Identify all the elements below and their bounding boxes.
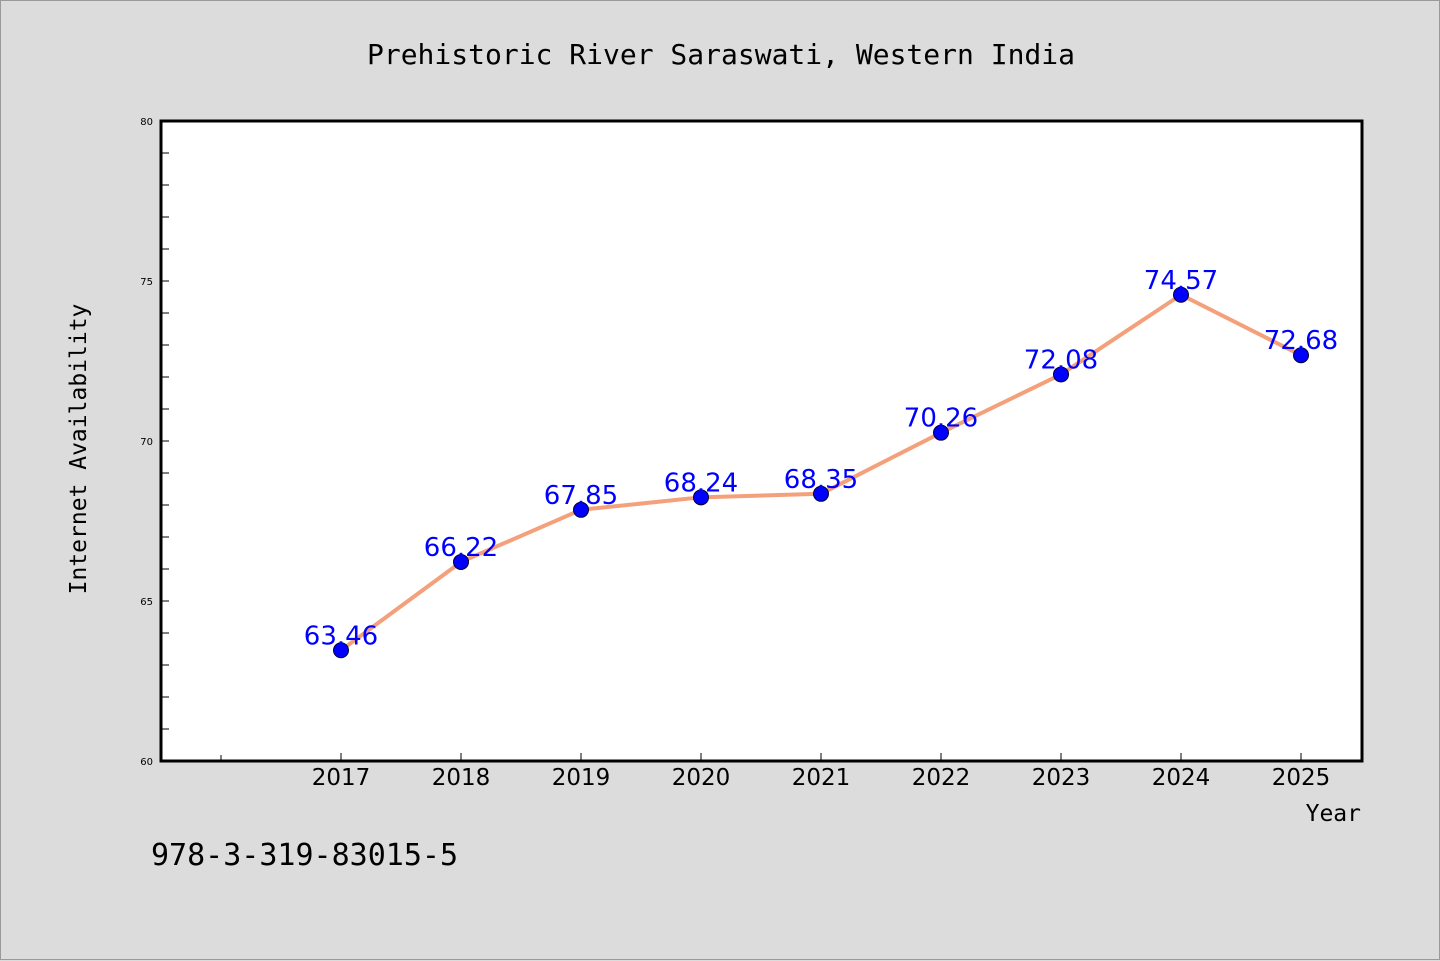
data-point-marker bbox=[1293, 347, 1309, 364]
y-axis-ticks: 60 65 70 75 80 bbox=[140, 117, 169, 768]
data-point-marker bbox=[333, 642, 349, 659]
data-point-label: 74.57 bbox=[1144, 266, 1218, 296]
data-point-label: 68.24 bbox=[664, 468, 738, 498]
data-point-label: 72.68 bbox=[1264, 326, 1338, 356]
x-tick-label: 2023 bbox=[1032, 765, 1091, 791]
plot-area bbox=[159, 119, 1364, 763]
data-point-marker bbox=[1053, 366, 1069, 383]
x-tick-label: 2021 bbox=[792, 765, 851, 791]
data-point-marker bbox=[933, 424, 949, 441]
data-point-marker bbox=[813, 485, 829, 502]
series-markers bbox=[333, 286, 1309, 659]
chart-title: Prehistoric River Saraswati, Western Ind… bbox=[367, 38, 1075, 71]
y-minor-ticks bbox=[161, 152, 169, 730]
y-tick-label: 65 bbox=[140, 597, 153, 608]
y-tick-label: 80 bbox=[140, 117, 153, 128]
x-tick-label: 2020 bbox=[672, 765, 731, 791]
data-point-label: 63.46 bbox=[304, 621, 378, 651]
data-point-label: 67.85 bbox=[544, 481, 618, 511]
data-point-marker bbox=[1173, 286, 1189, 303]
data-point-label: 72.08 bbox=[1024, 345, 1098, 375]
data-point-label: 70.26 bbox=[904, 404, 978, 434]
isbn-text: 978-3-319-83015-5 bbox=[151, 838, 458, 873]
x-tick-label: 2022 bbox=[912, 765, 971, 791]
data-point-marker bbox=[573, 501, 589, 518]
data-point-label: 66.22 bbox=[424, 533, 498, 563]
x-tick-label: 2025 bbox=[1272, 765, 1331, 791]
x-axis-ticks: 2017 2018 2019 2020 2021 2022 2023 2024 2025 bbox=[220, 753, 1331, 791]
y-tick-label: 75 bbox=[140, 277, 153, 288]
data-point-marker bbox=[693, 489, 709, 506]
data-labels: 63.46 66.22 67.85 68.24 68.35 70.26 72.08 74.57… bbox=[304, 266, 1338, 652]
y-tick-label: 60 bbox=[140, 757, 153, 768]
y-axis-label: Internet Availability bbox=[66, 304, 92, 595]
x-axis-label: Year bbox=[1306, 801, 1361, 827]
x-tick-label: 2024 bbox=[1152, 765, 1211, 791]
x-tick-label: 2017 bbox=[312, 765, 371, 791]
data-point-label: 68.35 bbox=[784, 465, 858, 495]
x-tick-label: 2019 bbox=[552, 765, 611, 791]
x-tick-label: 2018 bbox=[432, 765, 491, 791]
data-point-marker bbox=[453, 553, 469, 570]
y-tick-label: 70 bbox=[140, 437, 153, 448]
